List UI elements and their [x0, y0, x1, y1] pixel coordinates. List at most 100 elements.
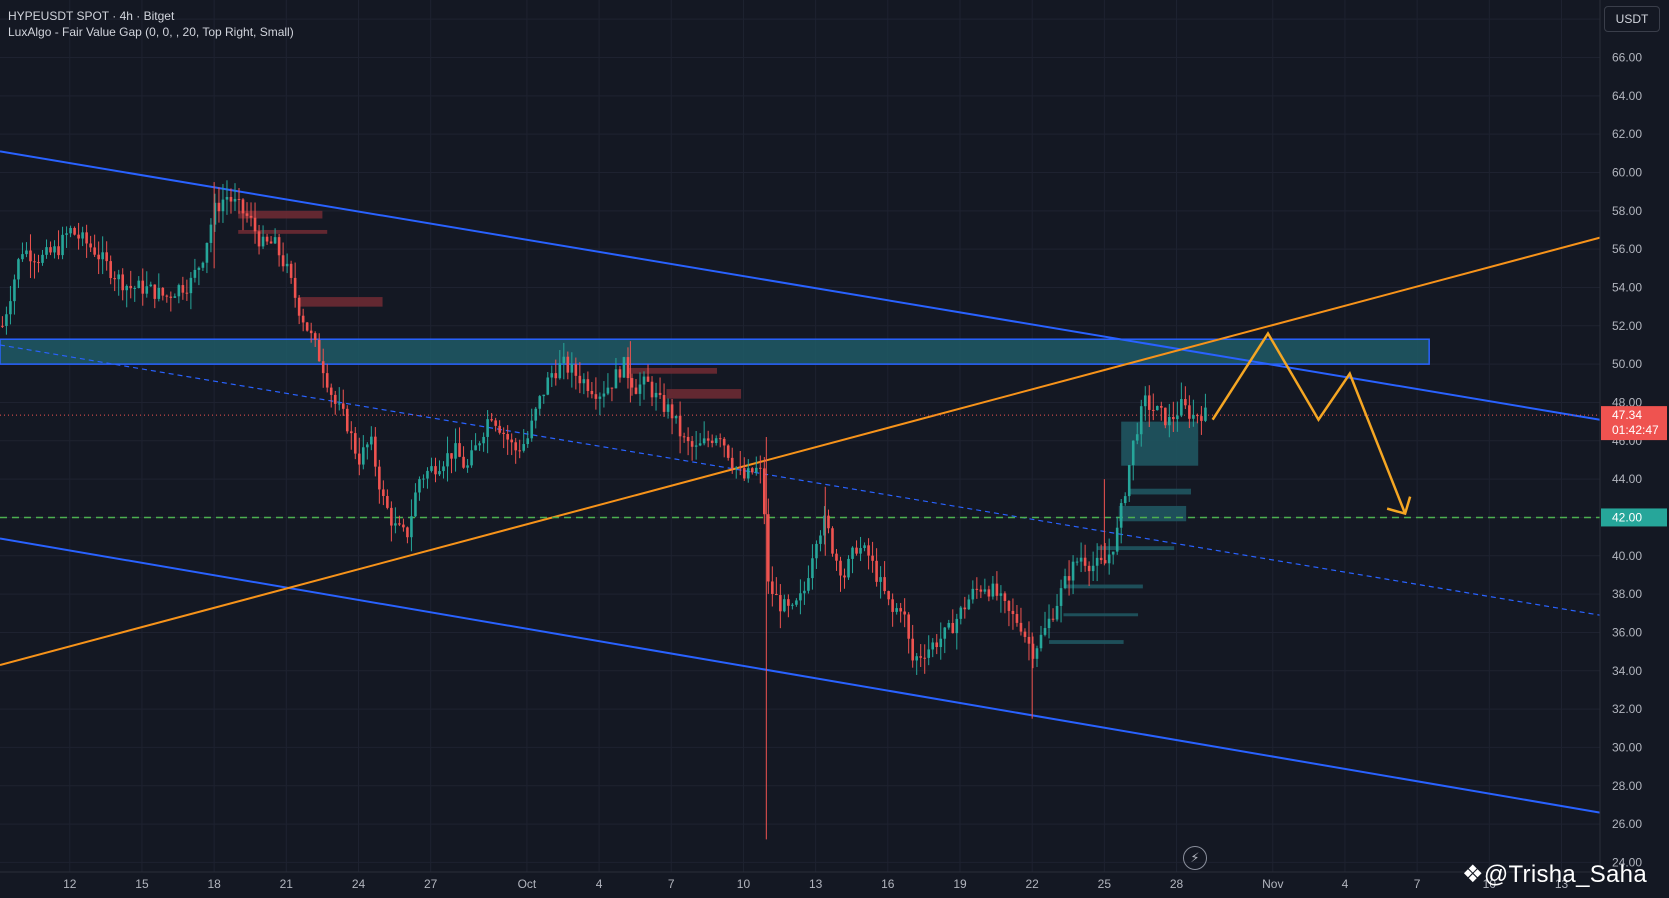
- candle-body: [233, 198, 237, 202]
- candle: [374, 427, 377, 477]
- candle-body: [742, 468, 746, 479]
- candle: [490, 413, 493, 422]
- candle: [903, 598, 906, 628]
- candle: [1075, 557, 1079, 566]
- candle-body: [1043, 628, 1047, 635]
- candle: [353, 427, 357, 460]
- bull-fvg-box: [1049, 640, 1124, 644]
- candle: [1019, 607, 1023, 636]
- candle: [113, 271, 116, 292]
- candle-body: [201, 262, 205, 268]
- candle: [855, 540, 858, 556]
- candle: [133, 285, 137, 302]
- candle: [883, 561, 886, 595]
- candle: [827, 509, 830, 534]
- candle-body: [682, 436, 686, 438]
- price-tick-label: 34.00: [1612, 664, 1642, 678]
- candle-body: [157, 287, 161, 299]
- bear-fvg-box: [627, 367, 717, 374]
- candle: [418, 476, 421, 501]
- candle: [803, 581, 806, 605]
- candle-body: [582, 379, 586, 384]
- candle: [807, 565, 810, 594]
- candle-body: [169, 296, 173, 298]
- candle: [402, 518, 405, 532]
- candle: [181, 276, 185, 300]
- candle: [662, 383, 666, 417]
- candle: [261, 225, 265, 250]
- candle: [526, 431, 530, 448]
- candle-body: [450, 453, 453, 459]
- bull-fvg-box: [1118, 505, 1187, 522]
- candle: [470, 440, 473, 468]
- candle: [550, 365, 554, 387]
- candle: [987, 585, 991, 602]
- candle: [923, 644, 927, 674]
- candle: [879, 566, 882, 599]
- candle-body: [486, 419, 489, 437]
- price-tick-label: 52.00: [1612, 319, 1642, 333]
- candle-body: [418, 479, 421, 493]
- candle: [1103, 543, 1107, 564]
- candle-body: [125, 285, 129, 291]
- candle: [674, 415, 678, 424]
- candle-body: [161, 287, 165, 296]
- candle-body: [666, 404, 670, 412]
- candle: [859, 536, 862, 562]
- candle-body: [141, 280, 145, 294]
- candle-body: [1039, 634, 1043, 649]
- candle: [129, 270, 133, 299]
- candle: [979, 585, 983, 599]
- candle-body: [538, 396, 542, 409]
- candle: [349, 421, 353, 450]
- candle-body: [690, 441, 694, 447]
- candle-body: [1147, 395, 1151, 410]
- candle: [1131, 440, 1135, 481]
- indicator-legend[interactable]: LuxAlgo - Fair Value Gap (0, 0, , 20, To…: [8, 25, 294, 39]
- candle-body: [414, 492, 417, 517]
- candle: [1147, 385, 1151, 428]
- candle: [847, 555, 850, 580]
- candle-body: [1071, 561, 1075, 581]
- candle-body: [1027, 636, 1031, 644]
- candle-body: [638, 384, 642, 394]
- candle: [622, 356, 626, 378]
- candle-body: [197, 267, 201, 270]
- candle-body: [791, 604, 794, 606]
- time-tick-label: 28: [1170, 877, 1184, 891]
- candle: [125, 284, 129, 308]
- candle: [710, 434, 714, 448]
- candle: [498, 420, 501, 435]
- lightning-icon[interactable]: ⚡: [1183, 846, 1207, 870]
- candle: [25, 242, 28, 258]
- candle-body: [1164, 407, 1167, 426]
- candle-body: [931, 642, 935, 650]
- candle: [281, 242, 285, 272]
- candle-body: [1067, 576, 1071, 581]
- candle: [787, 594, 790, 618]
- candle: [233, 183, 237, 211]
- candle-body: [646, 376, 650, 382]
- candle: [173, 293, 177, 298]
- candle: [1091, 551, 1095, 581]
- currency-button[interactable]: USDT: [1604, 6, 1660, 32]
- candle-body: [353, 433, 357, 454]
- candle-body: [21, 254, 24, 260]
- candle-body: [494, 420, 497, 426]
- candle-body: [349, 431, 353, 434]
- candle: [105, 241, 108, 271]
- price-tick-label: 38.00: [1612, 587, 1642, 601]
- candle: [9, 285, 12, 325]
- chart-title: HYPEUSDT SPOT · 4h · Bitget: [8, 9, 175, 23]
- candle-body: [1151, 409, 1155, 411]
- candle-body: [1035, 648, 1039, 659]
- candle-body: [77, 234, 80, 239]
- candle-body: [225, 196, 229, 200]
- candle-body: [767, 514, 770, 582]
- candle-body: [815, 543, 818, 559]
- candle: [530, 408, 534, 442]
- candle-body: [370, 436, 373, 445]
- candle-body: [498, 425, 501, 433]
- candle-body: [1091, 565, 1095, 572]
